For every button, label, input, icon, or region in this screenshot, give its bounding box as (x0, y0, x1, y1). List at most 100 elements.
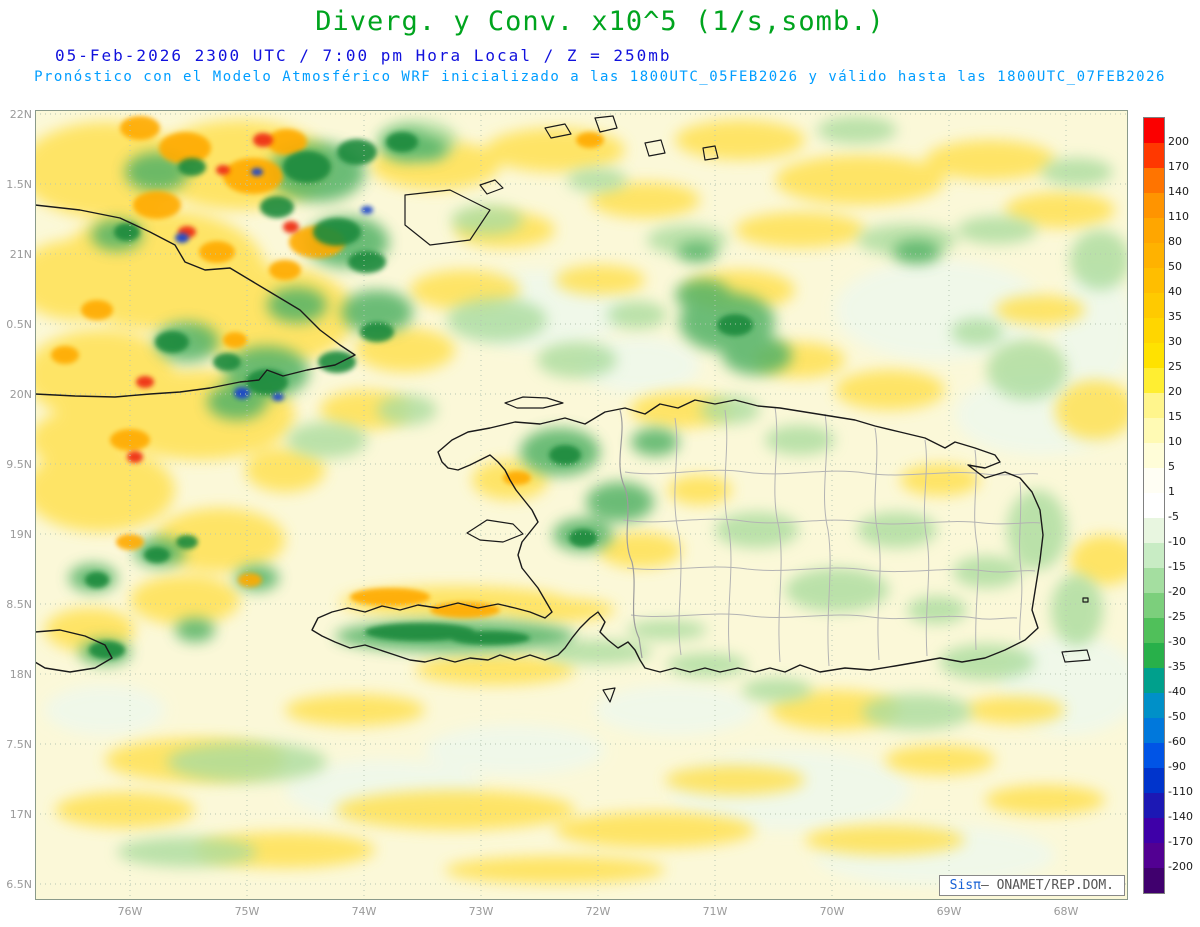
colorbar-label: -30 (1168, 635, 1186, 648)
colorbar-label: -200 (1168, 860, 1193, 873)
colorbar-segment (1144, 218, 1164, 243)
model-info-line: Pronóstico con el Modelo Atmosférico WRF… (34, 69, 1166, 85)
lat-tick-label: 6.5N (6, 878, 32, 891)
branding-box: Sisπ– ONAMET/REP.DOM. (938, 875, 1125, 896)
beata-island (602, 687, 616, 703)
colorbar-label: -50 (1168, 710, 1186, 723)
colorbar-label: 15 (1168, 410, 1182, 423)
province-boundaries (619, 406, 1041, 667)
lat-tick-label: 1.5N (6, 178, 32, 191)
colorbar-segment (1144, 643, 1164, 668)
colorbar-label: -170 (1168, 835, 1193, 848)
colorbar-segment (1144, 768, 1164, 793)
coastlines (34, 115, 1091, 703)
colorbar-segment (1144, 118, 1164, 143)
colorbar-segment (1144, 268, 1164, 293)
cuba-coastline (34, 204, 356, 398)
colorbar-label: -25 (1168, 610, 1186, 623)
colorbar-label: 80 (1168, 235, 1182, 248)
colorbar-segment (1144, 493, 1164, 518)
colorbar-label: 1 (1168, 485, 1175, 498)
colorbar-segment (1144, 718, 1164, 743)
colorbar-label: 30 (1168, 335, 1182, 348)
colorbar-label: 20 (1168, 385, 1182, 398)
lat-tick-label: 19N (9, 528, 32, 541)
colorbar-label: -20 (1168, 585, 1186, 598)
lat-tick-label: 18N (9, 668, 32, 681)
colorbar-label: 5 (1168, 460, 1175, 473)
branding-org-text: – ONAMET/REP.DOM. (980, 878, 1114, 893)
colorbar (1143, 117, 1165, 894)
colorbar-label: 200 (1168, 135, 1189, 148)
lon-tick-label: 70W (819, 905, 845, 918)
colorbar-segment (1144, 618, 1164, 643)
colorbar-segment (1144, 868, 1164, 893)
colorbar-segment (1144, 343, 1164, 368)
colorbar-segment (1144, 318, 1164, 343)
colorbar-segment (1144, 418, 1164, 443)
colorbar-label: -40 (1168, 685, 1186, 698)
colorbar-label: 40 (1168, 285, 1182, 298)
tortuga-island (504, 396, 564, 409)
caicos-island-3 (644, 139, 666, 157)
caicos-island-2 (594, 115, 618, 133)
colorbar-segment (1144, 143, 1164, 168)
lon-tick-label: 75W (234, 905, 260, 918)
map-plot-area (34, 110, 1128, 900)
map-frame (35, 110, 1128, 900)
colorbar-label: -35 (1168, 660, 1186, 673)
lat-tick-label: 7.5N (6, 738, 32, 751)
colorbar-label: -60 (1168, 735, 1186, 748)
colorbar-segment (1144, 568, 1164, 593)
lon-tick-label: 74W (351, 905, 377, 918)
colorbar-segment (1144, 843, 1164, 868)
colorbar-label: -140 (1168, 810, 1193, 823)
lat-tick-label: 0.5N (6, 318, 32, 331)
colorbar-segment (1144, 468, 1164, 493)
colorbar-label: -10 (1168, 535, 1186, 548)
colorbar-label: 110 (1168, 210, 1189, 223)
colorbar-segment (1144, 668, 1164, 693)
colorbar-segment (1144, 818, 1164, 843)
turk-island (702, 145, 719, 161)
colorbar-segment (1144, 443, 1164, 468)
mona-island (1082, 597, 1089, 603)
jamaica-coastline (34, 629, 113, 673)
lon-tick-label: 76W (117, 905, 143, 918)
gonave-island (466, 519, 524, 543)
lon-tick-label: 72W (585, 905, 611, 918)
lon-tick-label: 69W (936, 905, 962, 918)
lat-tick-label: 22N (9, 108, 32, 121)
colorbar-label: 170 (1168, 160, 1189, 173)
lat-tick-label: 8.5N (6, 598, 32, 611)
colorbar-label: -90 (1168, 760, 1186, 773)
colorbar-segment (1144, 743, 1164, 768)
lat-tick-label: 21N (9, 248, 32, 261)
lon-tick-label: 71W (702, 905, 728, 918)
colorbar-segment (1144, 518, 1164, 543)
colorbar-label: -15 (1168, 560, 1186, 573)
map-svg (34, 110, 1128, 900)
colorbar-label: -5 (1168, 510, 1179, 523)
colorbar-segment (1144, 693, 1164, 718)
colorbar-segment (1144, 243, 1164, 268)
lat-tick-label: 17N (9, 808, 32, 821)
colorbar-label: 35 (1168, 310, 1182, 323)
colorbar-segment (1144, 593, 1164, 618)
branding-logo-text: Sisπ (949, 878, 981, 893)
lat-tick-label: 20N (9, 388, 32, 401)
lat-tick-label: 9.5N (6, 458, 32, 471)
colorbar-label: 10 (1168, 435, 1182, 448)
divergence-field (35, 110, 1128, 900)
colorbar-segment (1144, 193, 1164, 218)
colorbar-segment (1144, 293, 1164, 318)
colorbar-label: 140 (1168, 185, 1189, 198)
colorbar-label: 25 (1168, 360, 1182, 373)
great-inagua-island (404, 189, 491, 246)
valid-time-line: 05-Feb-2026 2300 UTC / 7:00 pm Hora Loca… (55, 46, 672, 65)
colorbar-label: -110 (1168, 785, 1193, 798)
colorbar-segment (1144, 793, 1164, 818)
little-inagua-island (479, 179, 504, 195)
colorbar-segment (1144, 168, 1164, 193)
colorbar-segment (1144, 368, 1164, 393)
